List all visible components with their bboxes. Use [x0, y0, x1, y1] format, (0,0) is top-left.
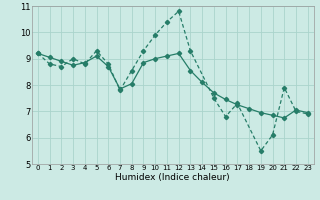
X-axis label: Humidex (Indice chaleur): Humidex (Indice chaleur) [116, 173, 230, 182]
